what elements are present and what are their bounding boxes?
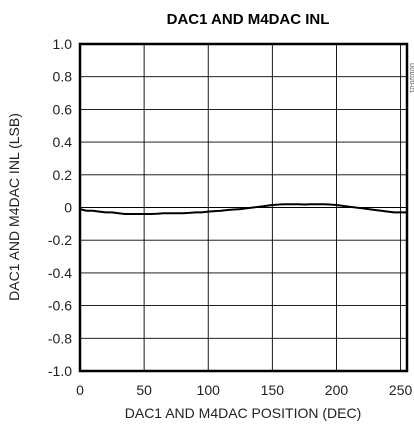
y-tick-label: 0.8 xyxy=(53,69,73,85)
x-tick-label: 250 xyxy=(389,382,413,398)
y-tick-label: -1.0 xyxy=(48,363,72,379)
x-tick-label: 100 xyxy=(197,382,221,398)
series-layer xyxy=(79,203,407,216)
y-tick-label: 0 xyxy=(64,200,72,216)
x-tick-label: 0 xyxy=(76,382,84,398)
inl-series-line xyxy=(79,203,407,216)
chart-title: DAC1 AND M4DAC INL xyxy=(167,11,330,28)
tick-labels: 1.00.80.60.40.20-0.2-0.4-0.6-0.8-1.00 50 1… xyxy=(48,36,413,398)
y-tick-label: 1.0 xyxy=(53,36,73,52)
x-tick-label: 200 xyxy=(325,382,349,398)
figure-code: D01020-01 xyxy=(408,63,414,93)
y-tick-label: 0.6 xyxy=(53,101,73,117)
x-tick-label: 150 xyxy=(261,382,285,398)
y-tick-label: -0.8 xyxy=(48,330,72,346)
y-tick-label: 0.4 xyxy=(53,134,73,150)
y-axis-label: DAC1 AND M4DAC INL (LSB) xyxy=(6,113,22,301)
x-tick-label: 50 xyxy=(136,382,152,398)
plot-frame xyxy=(78,42,409,373)
y-tick-label: -0.2 xyxy=(48,232,72,248)
grid xyxy=(80,44,407,371)
y-tick-label: -0.6 xyxy=(48,298,72,314)
y-tick-label: 0.2 xyxy=(53,167,73,183)
y-tick-label: -0.4 xyxy=(48,265,72,281)
x-axis-label: DAC1 AND M4DAC POSITION (DEC) xyxy=(125,405,361,421)
